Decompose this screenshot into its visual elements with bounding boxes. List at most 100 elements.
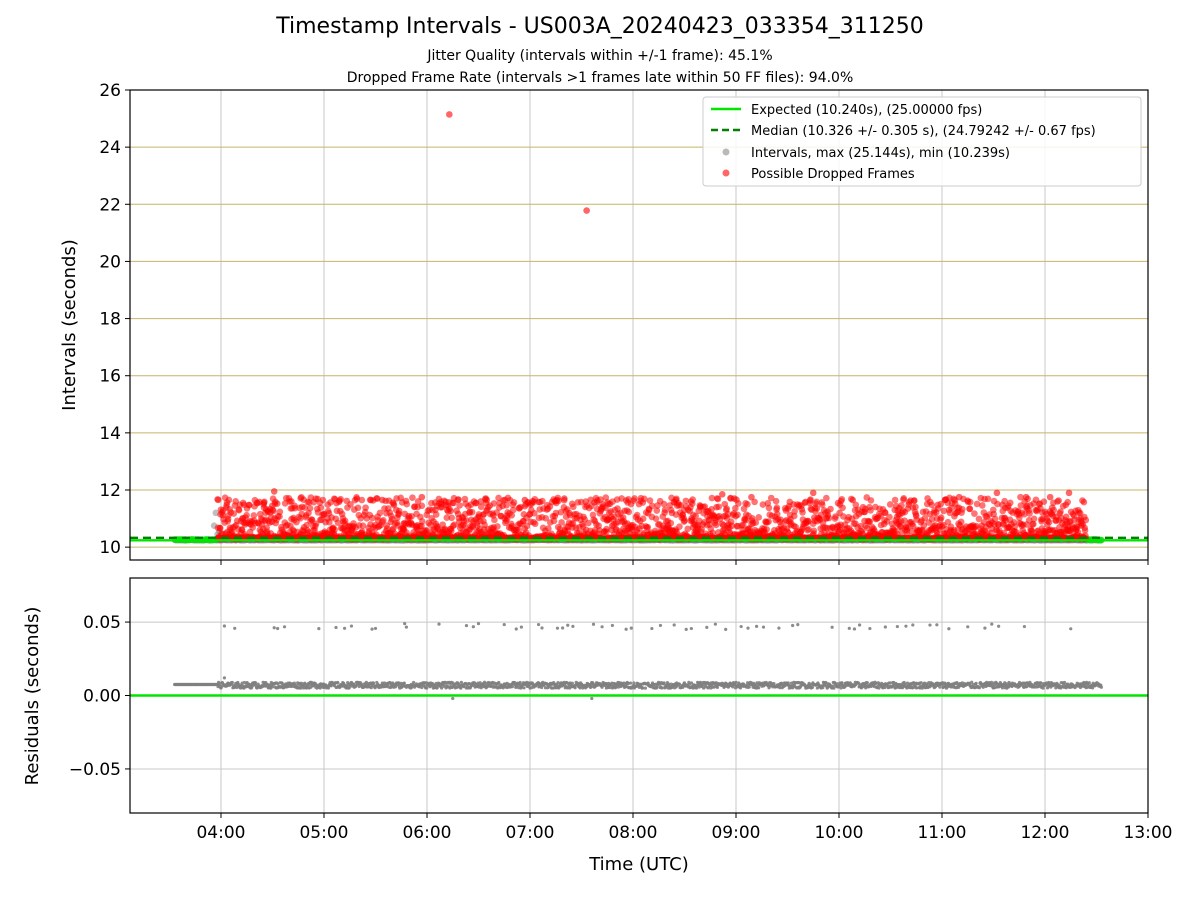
dropped-frame-point — [994, 500, 1001, 508]
dropped-frame-point — [744, 501, 751, 508]
dropped-frame-point — [347, 501, 354, 508]
dropped-frame-point — [369, 514, 376, 522]
dropped-frame-point — [1050, 506, 1058, 514]
dropped-frame-point — [1001, 497, 1008, 505]
dropped-frame-point — [807, 496, 814, 503]
dropped-frame-point — [684, 525, 692, 533]
dropped-frame-point — [752, 519, 760, 526]
dropped-frame-point — [718, 490, 726, 498]
dropped-frame-point — [542, 515, 550, 522]
dropped-frame-point — [1081, 527, 1089, 534]
dropped-frame-point — [755, 514, 763, 521]
dropped-frame-point — [1046, 493, 1054, 501]
dropped-frame-point — [380, 516, 387, 524]
dropped-frame-point — [230, 510, 238, 517]
dropped-frame-point — [603, 525, 610, 533]
dropped-frame-point — [790, 512, 798, 520]
dropped-frame-point — [245, 501, 253, 509]
dropped-frame-point — [1030, 515, 1038, 523]
dropped-frame-point — [773, 504, 781, 512]
dropped-frame-point — [260, 499, 268, 507]
dropped-frame-point — [681, 517, 689, 524]
dropped-frame-point — [312, 520, 320, 528]
dropped-frame-point — [456, 502, 463, 509]
dropped-frame-point — [585, 519, 592, 527]
dropped-frame-point — [1040, 498, 1048, 505]
dropped-frame-point — [966, 498, 974, 506]
dropped-frame-point — [661, 506, 669, 514]
dropped-frame-point — [928, 516, 936, 523]
dropped-frame-point — [957, 518, 965, 526]
dropped-frame-point — [672, 496, 680, 504]
dropped-frame-point — [503, 515, 511, 523]
dropped-frame-point — [379, 496, 386, 504]
dropped-frame-point — [715, 503, 723, 511]
residual-point — [219, 685, 223, 689]
dropped-frame-point — [921, 514, 929, 522]
dropped-frame-point — [250, 512, 258, 519]
dropped-frame-point — [667, 519, 675, 527]
dropped-frame-point — [1076, 509, 1084, 517]
dropped-frame-point — [235, 506, 243, 514]
dropped-frame-point — [545, 525, 552, 532]
dropped-frame-point — [676, 523, 683, 530]
dropped-frame-point — [900, 494, 908, 502]
dropped-frame-point — [682, 497, 690, 505]
chart-subtitle-dropped: Dropped Frame Rate (intervals >1 frames … — [346, 70, 854, 86]
dropped-frame-point — [867, 497, 875, 504]
dropped-frame-point — [886, 513, 893, 521]
dropped-frame-point — [308, 516, 316, 524]
dropped-frame-point — [508, 512, 516, 519]
dropped-frame-point — [677, 502, 685, 509]
dropped-frame-point — [863, 524, 871, 532]
dropped-frame-point — [403, 500, 411, 508]
dropped-frame-point — [646, 497, 654, 504]
dropped-frame-point — [966, 505, 974, 513]
dropped-frame-point — [730, 495, 738, 502]
bottom-plot-marks — [130, 621, 1148, 701]
dropped-frame-point — [376, 509, 384, 517]
dropped-frame-point — [276, 508, 284, 516]
dropped-frame-point — [838, 495, 846, 503]
dropped-frame-point — [920, 522, 928, 529]
dropped-frame-point — [804, 518, 812, 525]
dropped-frame-point — [886, 501, 894, 508]
dropped-frame-point — [561, 495, 568, 502]
dropped-frame-point — [483, 496, 491, 504]
dropped-frame-point — [937, 500, 945, 508]
dropped-frame-point — [491, 516, 498, 524]
dropped-frame-point — [809, 489, 817, 497]
dropped-frame-point — [701, 503, 709, 510]
dropped-frame-point — [215, 496, 222, 504]
dropped-frame-point — [839, 504, 846, 512]
dropped-frame-point — [583, 207, 590, 214]
dropped-frame-point — [773, 510, 781, 518]
dropped-frame-point — [317, 504, 324, 511]
dropped-frame-point — [1082, 516, 1090, 524]
dropped-frame-point — [791, 507, 798, 515]
dropped-frame-point — [867, 507, 874, 514]
dropped-frame-point — [723, 505, 730, 512]
dropped-frame-point — [276, 513, 283, 520]
dropped-frame-point — [813, 505, 821, 512]
dropped-frame-point — [1028, 527, 1036, 535]
dropped-frame-point — [911, 497, 918, 504]
dropped-frame-point — [973, 500, 981, 508]
dropped-frame-point — [810, 527, 818, 535]
dropped-frame-point — [443, 514, 451, 522]
dropped-frame-point — [270, 507, 277, 515]
dropped-frame-point — [468, 508, 476, 516]
dropped-frame-point — [748, 493, 755, 501]
dropped-frame-point — [849, 496, 857, 504]
dropped-frame-point — [940, 507, 948, 515]
dropped-frame-point — [763, 526, 770, 533]
dropped-frame-point — [503, 501, 510, 509]
dropped-frame-point — [490, 500, 498, 507]
dropped-frame-point — [570, 503, 577, 511]
dropped-frame-point — [799, 509, 806, 516]
dropped-frame-point — [550, 517, 558, 525]
dropped-frame-point — [359, 522, 367, 529]
dropped-frame-point — [866, 518, 874, 525]
dropped-frame-point — [712, 521, 720, 529]
dropped-frame-point — [881, 509, 889, 517]
